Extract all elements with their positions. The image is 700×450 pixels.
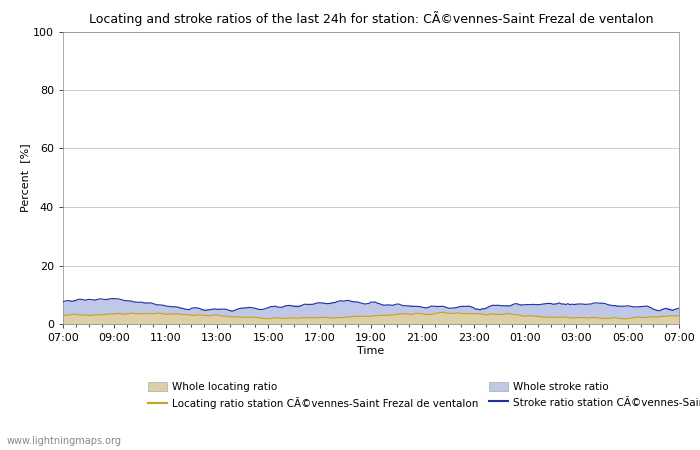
Y-axis label: Percent  [%]: Percent [%]: [20, 144, 30, 212]
X-axis label: Time: Time: [358, 346, 384, 356]
Text: www.lightningmaps.org: www.lightningmaps.org: [7, 436, 122, 446]
Legend: Whole locating ratio, Locating ratio station CÃ©vennes-Saint Frezal de ventalon,: Whole locating ratio, Locating ratio sta…: [148, 382, 700, 409]
Title: Locating and stroke ratios of the last 24h for station: CÃ©vennes-Saint Frezal d: Locating and stroke ratios of the last 2…: [89, 11, 653, 26]
